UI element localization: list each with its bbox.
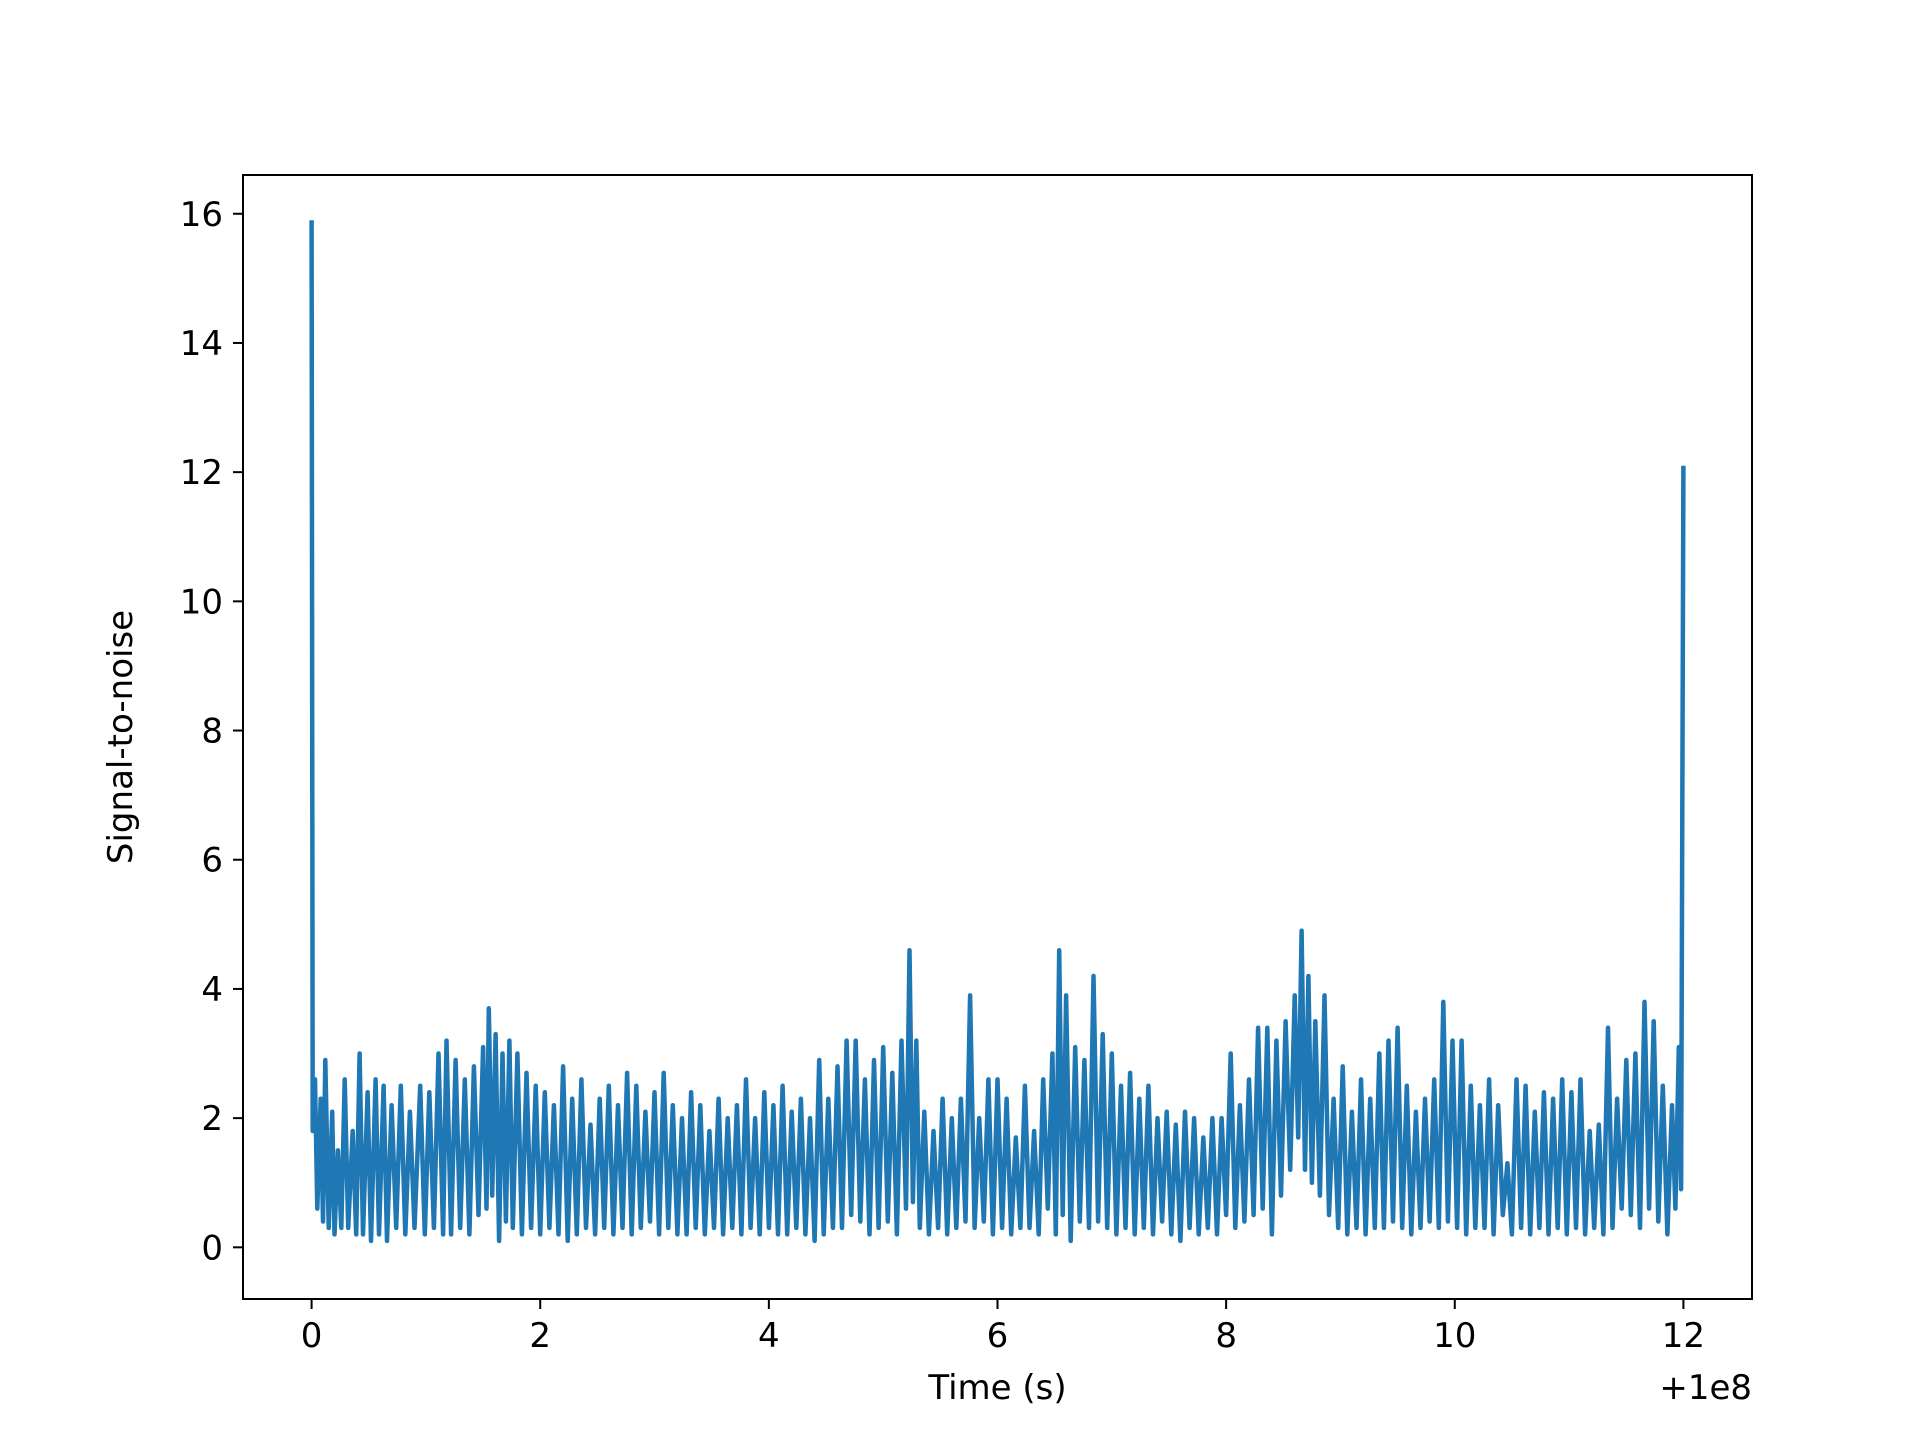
y-tick-label: 2	[201, 1099, 223, 1139]
x-tick-label: 2	[529, 1316, 551, 1356]
x-tick-label: 8	[1215, 1316, 1237, 1356]
y-tick-label: 8	[201, 712, 223, 752]
y-tick-label: 10	[180, 582, 223, 622]
axes: 0 2 4 6 8 10 12 0 2 4 6 8 10 12 14 16	[180, 174, 1753, 1356]
series-line-0	[309, 220, 1686, 1244]
y-axis-label: Signal-to-noise	[101, 610, 141, 864]
y-tick-label: 12	[180, 453, 223, 493]
y-tick-label: 6	[201, 841, 223, 881]
x-tick-label: 6	[987, 1316, 1009, 1356]
x-tick-label: 0	[301, 1316, 323, 1356]
x-tick-label: 12	[1662, 1316, 1705, 1356]
x-axis-label: Time (s)	[927, 1368, 1066, 1408]
y-tick-label: 16	[180, 195, 223, 235]
y-tick-label: 14	[180, 324, 223, 364]
y-tick-label: 4	[201, 970, 223, 1010]
x-axis-offset-label: +1e8	[1659, 1368, 1752, 1408]
plot-area	[309, 220, 1686, 1244]
y-tick-label: 0	[201, 1228, 223, 1268]
x-tick-label: 10	[1433, 1316, 1476, 1356]
x-tick-label: 4	[758, 1316, 780, 1356]
